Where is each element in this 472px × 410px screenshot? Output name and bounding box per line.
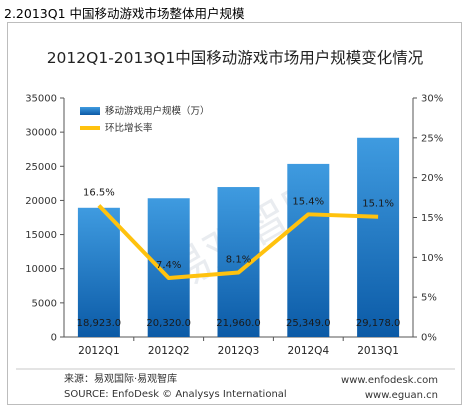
left-tick-label: 15000 xyxy=(25,230,57,241)
bar-value-label: 18,923.0 xyxy=(77,318,122,329)
left-tick-label: 30000 xyxy=(25,128,57,139)
x-tick-label: 2012Q3 xyxy=(218,345,260,357)
growth-rate-label: 7.4% xyxy=(156,260,181,271)
x-tick-label: 2012Q2 xyxy=(148,345,190,357)
left-tick-label: 0 xyxy=(51,333,57,344)
growth-rate-label: 15.4% xyxy=(292,196,324,207)
site-eguan: www.eguan.cn xyxy=(365,390,438,401)
bar-series xyxy=(77,137,400,337)
right-tick-label: 10% xyxy=(421,253,443,264)
chart: 2012Q1-2013Q1中国移动游戏市场用户规模变化情况 0 5000 10000… xyxy=(16,49,455,401)
legend-bar-swatch xyxy=(80,107,100,115)
left-tick-label: 20000 xyxy=(25,196,57,207)
right-tick-label: 5% xyxy=(421,293,437,304)
left-tick-label: 5000 xyxy=(32,298,57,309)
right-tick-label: 15% xyxy=(421,213,443,224)
axes: 0 5000 10000 15000 20000 25000 30000 35000 0% 5% 1… xyxy=(25,94,443,358)
source-en: SOURCE: EnfoDesk © Analysys Internationa… xyxy=(64,389,287,400)
chart-frame: 2012Q1-2013Q1中国移动游戏市场用户规模变化情况 0 5000 10000… xyxy=(7,22,462,405)
bar-value-label: 21,960.0 xyxy=(216,318,261,329)
legend-bar-label: 移动游戏用户规模（万） xyxy=(105,105,210,117)
line-series xyxy=(97,204,379,281)
chart-title: 2012Q1-2013Q1中国移动游戏市场用户规模变化情况 xyxy=(47,49,424,67)
document-heading: 2.2013Q1 中国移动游戏市场整体用户规模 xyxy=(4,6,245,21)
data-labels: 18,923.0 20,320.0 21,960.0 25,349.0 29,178.0… xyxy=(77,188,401,329)
left-tick-label: 10000 xyxy=(25,264,57,275)
bar xyxy=(147,198,190,337)
source-cn: 来源：易观国际·易观智库 xyxy=(64,372,177,385)
x-tick-label: 2012Q1 xyxy=(78,345,120,357)
growth-rate-label: 16.5% xyxy=(83,188,115,199)
right-tick-label: 25% xyxy=(421,133,443,144)
x-tick-label: 2012Q4 xyxy=(287,345,329,357)
footer: 来源：易观国际·易观智库 SOURCE: EnfoDesk © Analysys… xyxy=(16,368,455,401)
x-tick-label: 2013Q1 xyxy=(357,345,399,357)
site-enfodesk: www.enfodesk.com xyxy=(341,375,438,386)
legend-line-label: 环比增长率 xyxy=(105,122,153,134)
growth-rate-label: 15.1% xyxy=(362,199,394,210)
right-tick-label: 20% xyxy=(421,173,443,184)
right-tick-label: 30% xyxy=(421,94,443,105)
bar xyxy=(287,163,330,337)
bar-value-label: 25,349.0 xyxy=(286,318,331,329)
bar-value-label: 20,320.0 xyxy=(146,318,191,329)
right-tick-label: 0% xyxy=(421,333,437,344)
bar xyxy=(357,137,400,337)
bar-value-label: 29,178.0 xyxy=(356,318,401,329)
growth-rate-line xyxy=(97,204,379,281)
legend: 移动游戏用户规模（万） 环比增长率 xyxy=(80,105,210,134)
left-tick-label: 25000 xyxy=(25,162,57,173)
left-tick-label: 35000 xyxy=(25,94,57,105)
growth-rate-label: 8.1% xyxy=(226,254,251,265)
bar xyxy=(77,207,120,337)
